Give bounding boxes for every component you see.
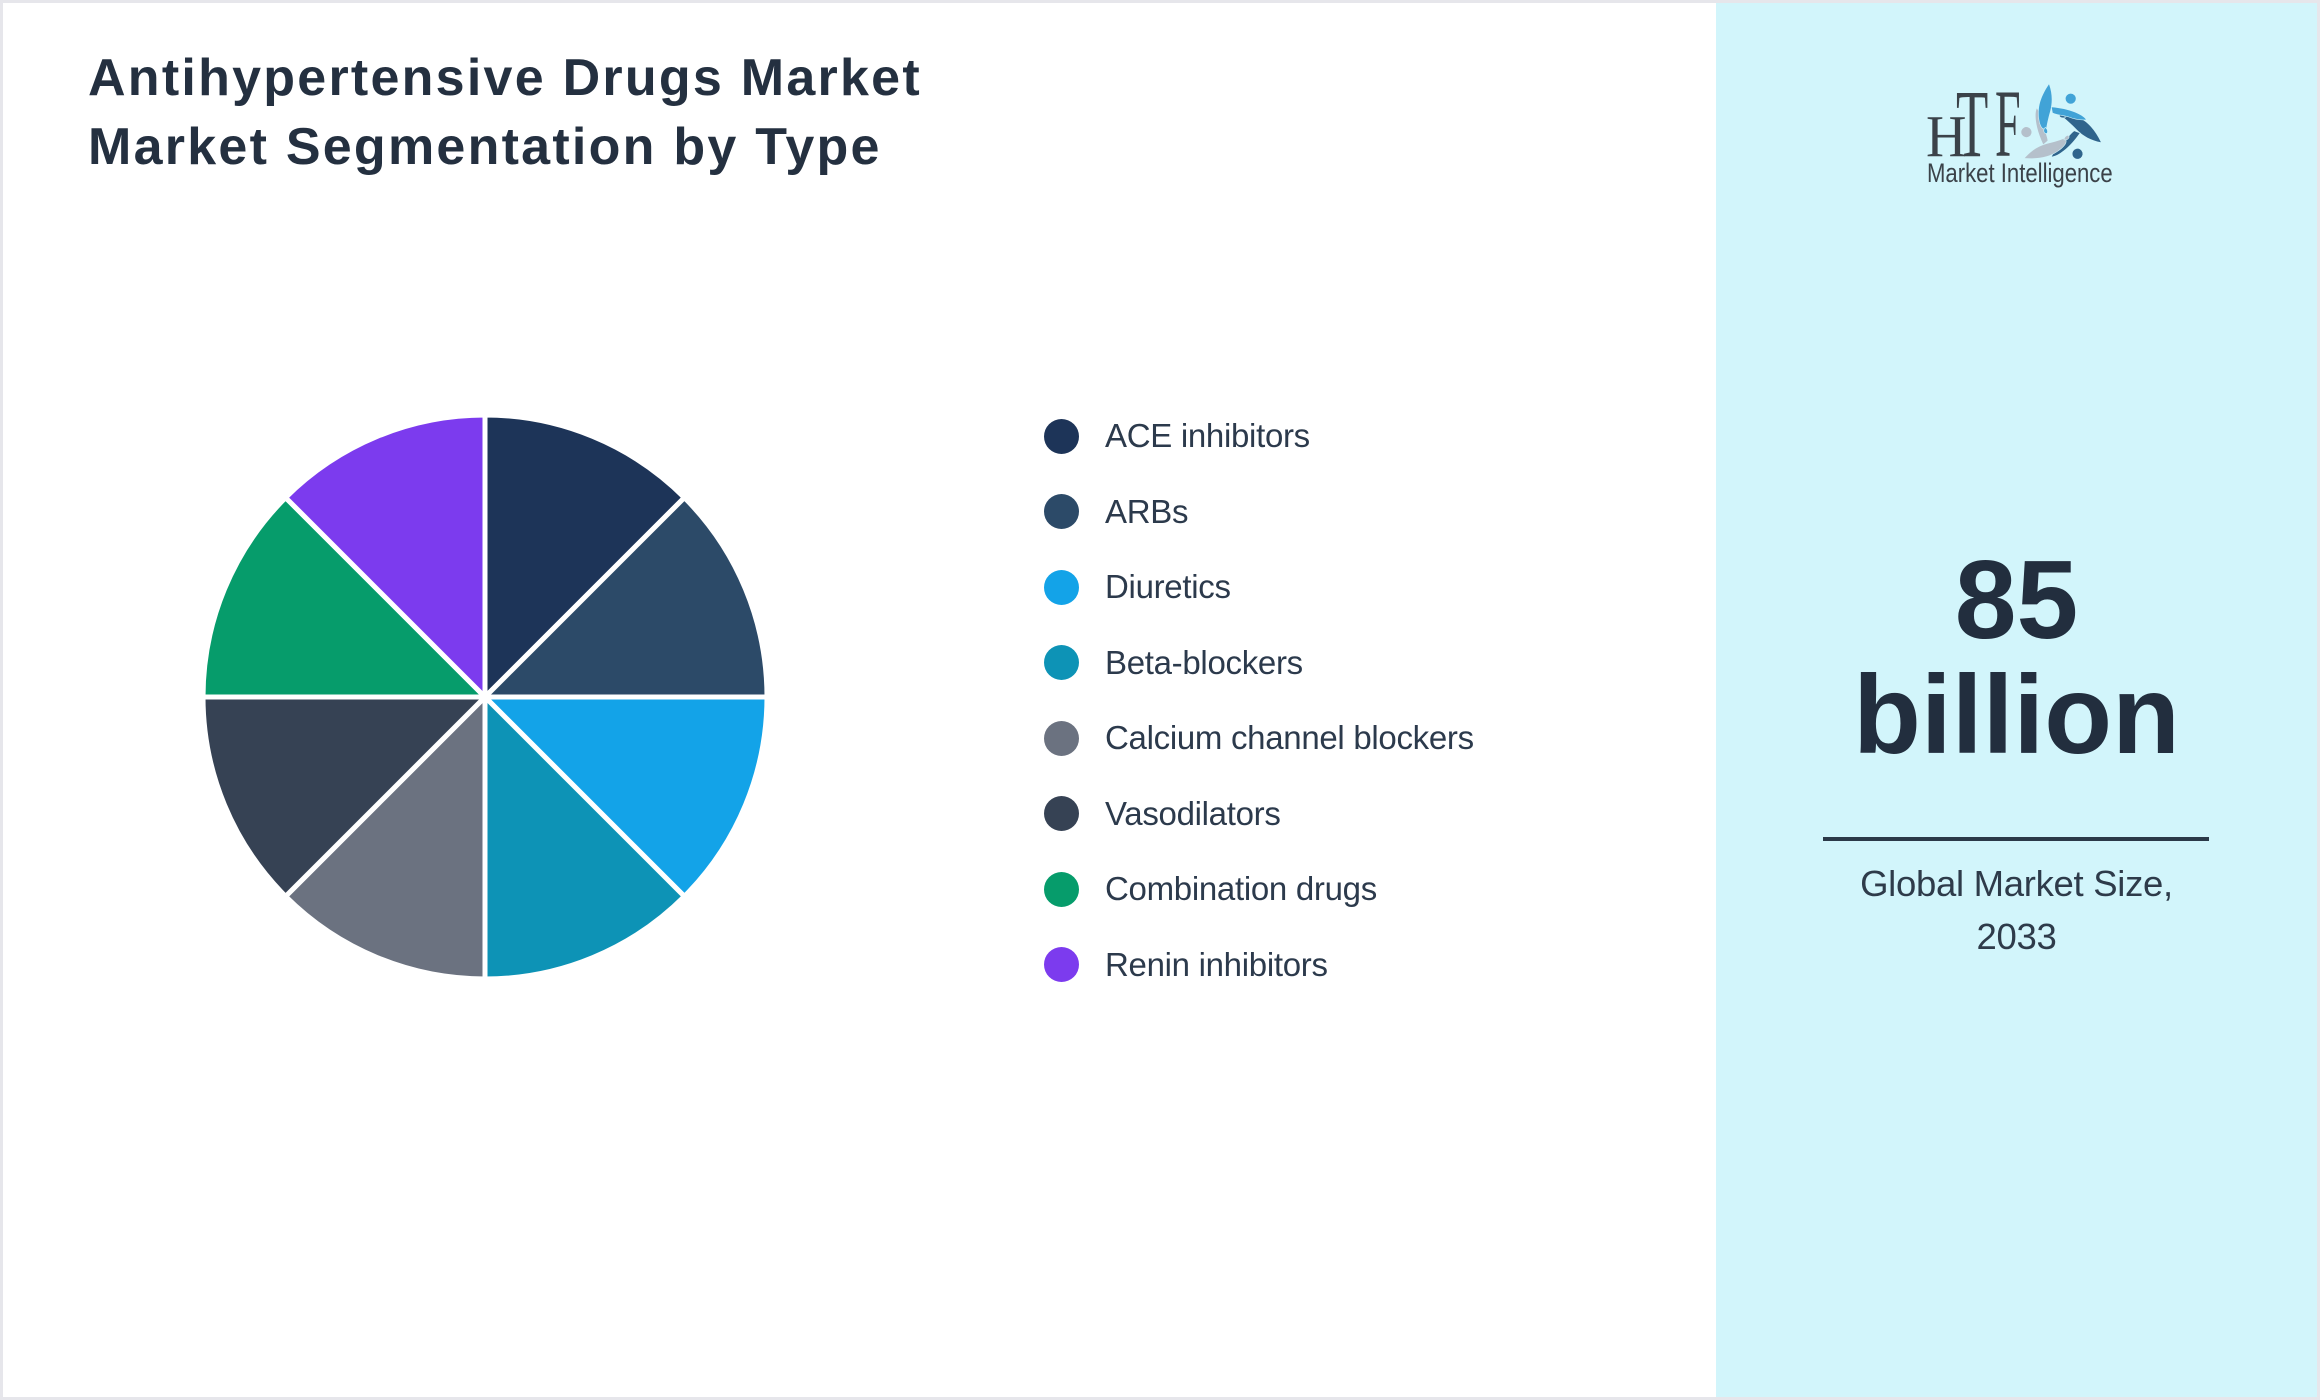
svg-text:T: T <box>1956 70 1988 177</box>
svg-text:H: H <box>1926 105 1966 170</box>
svg-text:Market Intelligence: Market Intelligence <box>1927 159 2113 189</box>
svg-text:F: F <box>1995 72 2021 178</box>
